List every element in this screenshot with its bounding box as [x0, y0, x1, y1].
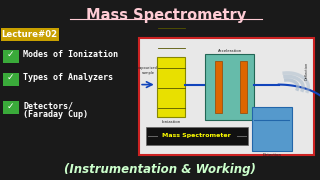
Text: Lecture#02: Lecture#02 — [1, 30, 58, 39]
Text: Mass Spectrometer: Mass Spectrometer — [162, 133, 231, 138]
Text: Deflection: Deflection — [305, 61, 308, 80]
FancyBboxPatch shape — [3, 73, 19, 86]
FancyBboxPatch shape — [205, 54, 254, 120]
FancyBboxPatch shape — [252, 107, 292, 151]
FancyBboxPatch shape — [215, 61, 222, 113]
Text: Mass Spectrometry: Mass Spectrometry — [86, 8, 246, 23]
Text: Detectors/: Detectors/ — [23, 102, 73, 111]
Text: Acceleration: Acceleration — [218, 49, 242, 53]
Text: Modes of Ionization: Modes of Ionization — [23, 50, 118, 59]
Text: (Faraday Cup): (Faraday Cup) — [23, 110, 88, 119]
Text: ✓: ✓ — [7, 102, 15, 111]
FancyBboxPatch shape — [157, 57, 185, 117]
Text: Types of Analyzers: Types of Analyzers — [23, 73, 113, 82]
Text: ✓: ✓ — [7, 50, 15, 59]
Text: Ionization: Ionization — [161, 120, 181, 124]
FancyBboxPatch shape — [3, 101, 19, 114]
FancyBboxPatch shape — [3, 50, 19, 63]
Text: ✓: ✓ — [7, 73, 15, 82]
FancyBboxPatch shape — [1, 28, 59, 41]
Text: Detection: Detection — [262, 153, 281, 157]
FancyBboxPatch shape — [139, 38, 314, 155]
Text: vapourised
sample: vapourised sample — [138, 66, 158, 75]
FancyBboxPatch shape — [146, 127, 248, 145]
Text: (Instrumentation & Working): (Instrumentation & Working) — [64, 163, 256, 175]
FancyBboxPatch shape — [240, 61, 247, 113]
